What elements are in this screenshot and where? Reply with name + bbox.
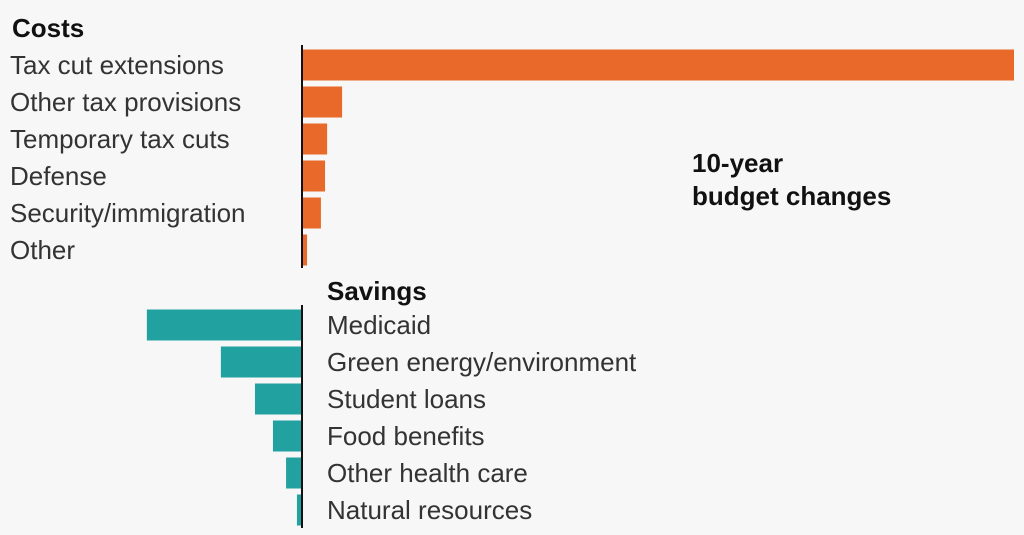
savings-header: Savings [327, 276, 427, 306]
saving-label-1: Green energy/environment [327, 347, 637, 377]
saving-label-3: Food benefits [327, 421, 485, 451]
cost-label-4: Security/immigration [10, 198, 246, 228]
cost-bar-3 [302, 160, 326, 192]
cost-label-5: Other [10, 235, 75, 265]
saving-label-5: Natural resources [327, 495, 532, 525]
cost-bar-4 [302, 197, 321, 229]
saving-bar-0 [146, 309, 302, 341]
saving-label-2: Student loans [327, 384, 486, 414]
saving-bar-1 [220, 346, 302, 378]
cost-label-3: Defense [10, 161, 107, 191]
cost-label-1: Other tax provisions [10, 87, 241, 117]
cost-bar-5 [302, 234, 308, 266]
cost-label-2: Temporary tax cuts [10, 124, 230, 154]
annotation-line-1: 10-year [692, 148, 783, 178]
cost-bar-2 [302, 123, 328, 155]
saving-label-4: Other health care [327, 458, 528, 488]
saving-label-0: Medicaid [327, 310, 431, 340]
saving-bar-3 [272, 420, 302, 452]
cost-bar-0 [302, 49, 1014, 81]
saving-bar-2 [254, 383, 302, 415]
cost-bar-1 [302, 86, 343, 118]
saving-bar-4 [286, 457, 302, 489]
costs-header: Costs [12, 13, 84, 43]
cost-label-0: Tax cut extensions [10, 50, 224, 80]
annotation-line-2: budget changes [692, 181, 891, 211]
saving-bar-5 [296, 494, 302, 526]
